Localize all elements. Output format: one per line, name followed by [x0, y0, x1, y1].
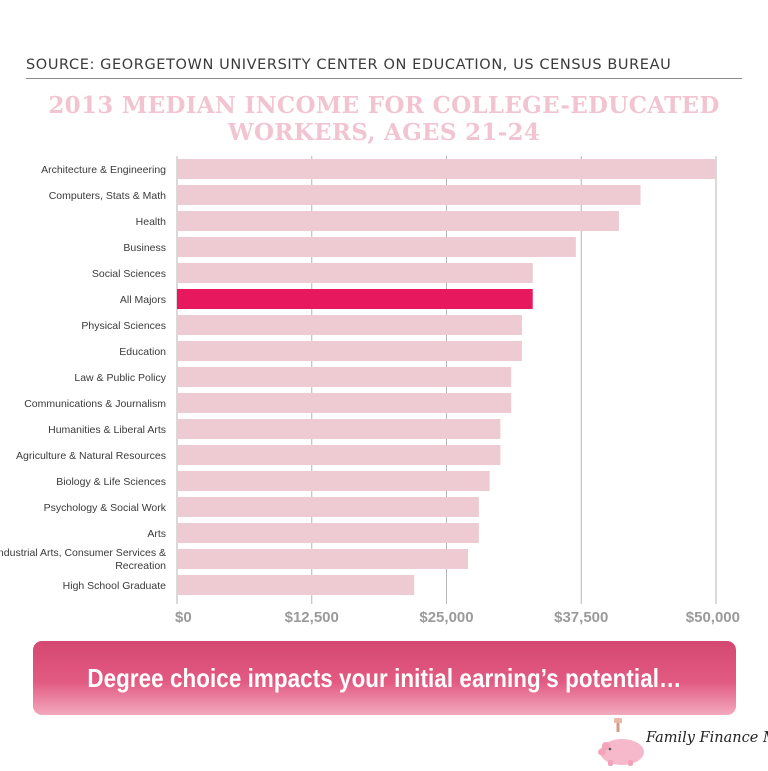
brand-name: Family Finance Mom	[646, 730, 768, 746]
category-label: Communications & Journalism	[24, 398, 166, 410]
category-label: Law & Public Policy	[74, 372, 166, 384]
source-caption: SOURCE: GEORGETOWN UNIVERSITY CENTER ON …	[26, 57, 742, 79]
bar	[177, 263, 533, 283]
bar	[177, 419, 501, 439]
bar	[177, 393, 512, 413]
category-label: Arts	[147, 528, 166, 540]
brand-logo: Family Finance Mom	[596, 718, 768, 766]
bar	[177, 497, 479, 517]
tagline-text: Degree choice impacts your initial earni…	[87, 662, 682, 693]
category-label: Biology & Life Sciences	[56, 476, 166, 488]
bar	[177, 367, 512, 387]
bar	[177, 159, 716, 179]
x-tick-label: $0	[175, 609, 192, 626]
tagline-banner: Degree choice impacts your initial earni…	[33, 641, 736, 715]
bar	[177, 445, 501, 465]
bar	[177, 315, 522, 335]
bar	[177, 471, 490, 491]
category-label: Humanities & Liberal Arts	[48, 424, 166, 436]
category-label: Psychology & Social Work	[44, 502, 167, 514]
category-label: Architecture & Engineering	[41, 164, 166, 176]
bar	[177, 341, 522, 361]
bar	[177, 237, 576, 257]
category-label: Agriculture & Natural Resources	[16, 450, 166, 462]
bar-chart: Architecture & Engineering Computers, Sta…	[0, 156, 740, 626]
bar	[177, 523, 479, 543]
category-label: Education	[119, 346, 166, 358]
bar	[177, 549, 469, 569]
bar	[177, 211, 619, 231]
category-label: All Majors	[120, 294, 166, 306]
category-label: Computers, Stats & Math	[49, 190, 166, 202]
category-label: Physical Sciences	[81, 320, 166, 332]
category-label: Health	[136, 216, 167, 228]
category-label: High School Graduate	[63, 580, 166, 592]
x-tick-label: $25,000	[419, 609, 473, 626]
x-tick-label: $37,500	[554, 609, 608, 626]
category-label: Business	[123, 242, 166, 254]
bar	[177, 289, 533, 309]
x-tick-label: $50,000	[686, 609, 740, 626]
category-label: Industrial Arts, Consumer Services & Recr…	[0, 547, 166, 572]
piggy-bank-icon	[598, 718, 644, 766]
chart-title: 2013 MEDIAN INCOME FOR COLLEGE-EDUCATED …	[48, 92, 720, 146]
x-tick-label: $12,500	[285, 609, 339, 626]
bar	[177, 575, 415, 595]
category-label: Social Sciences	[92, 268, 166, 280]
bar	[177, 185, 641, 205]
